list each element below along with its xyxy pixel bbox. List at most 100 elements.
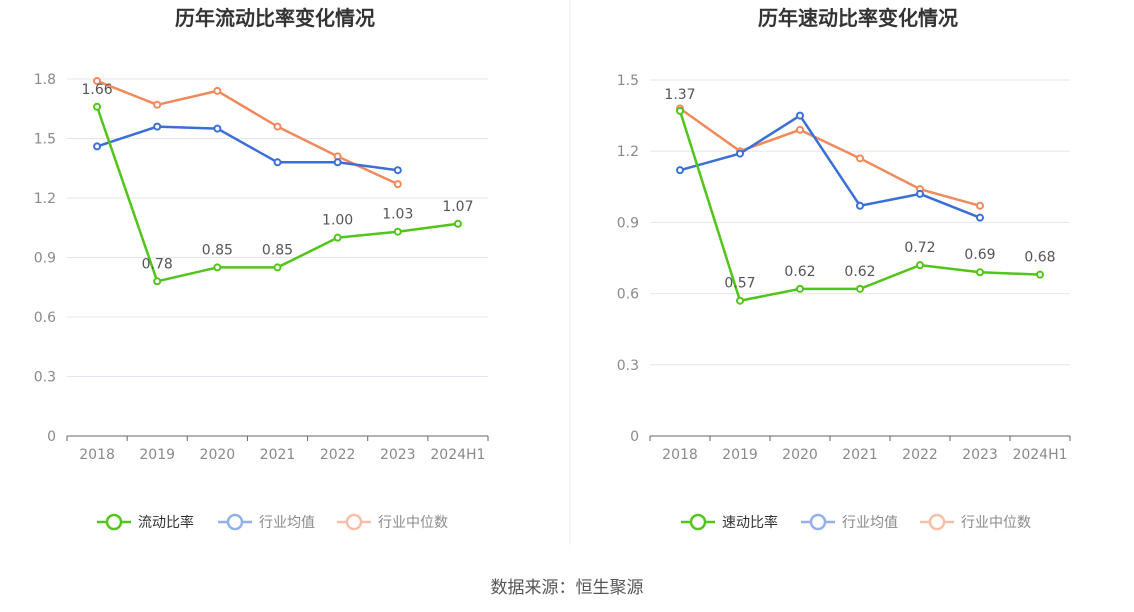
data-point[interactable]	[796, 284, 804, 293]
legend-circle-marker	[928, 513, 946, 531]
data-point[interactable]	[856, 154, 864, 163]
y-tick-label: 0.3	[617, 358, 639, 374]
data-point[interactable]	[676, 166, 684, 175]
data-point[interactable]	[796, 125, 804, 134]
data-point[interactable]	[153, 122, 162, 131]
y-tick-label: 0	[630, 429, 639, 445]
legend-label: 行业中位数	[961, 515, 1031, 531]
legend-item[interactable]: 流动比率	[97, 513, 194, 531]
data-point[interactable]	[273, 158, 282, 167]
data-point[interactable]	[453, 219, 462, 228]
data-point[interactable]	[796, 111, 804, 120]
chart-title: 历年速动比率变化情况	[758, 6, 958, 30]
x-tick-label: 2024H1	[1012, 447, 1067, 463]
x-tick-label: 2022	[902, 447, 938, 463]
data-point[interactable]	[393, 227, 402, 236]
legend-item[interactable]: 行业均值	[801, 513, 898, 531]
legend-circle-marker	[105, 513, 123, 531]
data-label: 0.78	[142, 256, 173, 272]
data-point[interactable]	[93, 102, 102, 111]
data-label: 0.57	[724, 276, 755, 292]
legend-item[interactable]: 行业均值	[218, 513, 315, 531]
data-point[interactable]	[93, 76, 102, 85]
legend-circle-marker	[809, 513, 827, 531]
series-line	[96, 79, 399, 186]
x-tick-label: 2023	[962, 447, 998, 463]
data-label: 0.62	[784, 264, 815, 280]
legend-label: 行业中位数	[378, 515, 448, 531]
legend-item[interactable]: 行业中位数	[920, 513, 1031, 531]
legend-label: 速动比率	[722, 514, 778, 531]
data-point[interactable]	[916, 189, 924, 198]
data-label: 1.03	[382, 207, 413, 223]
data-label: 0.62	[844, 264, 875, 280]
y-tick-label: 0.9	[34, 251, 56, 267]
data-label: 1.07	[442, 199, 473, 215]
current-ratio-chart: 历年流动比率变化情况 0 0.3 0.6 0.9 1.2 1.5 1.8 2018 2019 202…	[34, 6, 489, 531]
data-point[interactable]	[736, 296, 744, 305]
y-tick-label: 0.6	[617, 287, 639, 303]
legend-label: 行业均值	[259, 515, 315, 531]
legend-label: 流动比率	[138, 514, 194, 531]
data-point[interactable]	[213, 263, 222, 272]
legend-item[interactable]: 速动比率	[681, 513, 778, 531]
data-label: 1.37	[664, 87, 695, 103]
y-tick-label: 1.2	[34, 191, 56, 207]
data-label: 0.85	[262, 242, 293, 258]
data-label: 0.68	[1024, 250, 1055, 266]
x-tick-label: 2022	[320, 447, 356, 463]
y-tick-label: 1.5	[34, 132, 56, 148]
data-point[interactable]	[976, 201, 984, 210]
legend-circle-marker	[226, 513, 244, 531]
y-tick-label: 0.3	[34, 370, 56, 386]
data-point[interactable]	[153, 100, 162, 109]
data-point[interactable]	[856, 201, 864, 210]
data-label: 1.00	[322, 213, 353, 229]
x-tick-label: 2019	[722, 447, 758, 463]
x-tick-label: 2020	[782, 447, 818, 463]
data-point[interactable]	[273, 122, 282, 131]
data-label: 0.85	[202, 242, 233, 258]
data-point[interactable]	[153, 277, 162, 286]
series-line	[679, 114, 981, 219]
series-line	[679, 107, 981, 207]
x-tick-label: 2018	[79, 447, 115, 463]
data-point[interactable]	[976, 213, 984, 222]
x-tick-label: 2018	[662, 447, 698, 463]
x-tick-label: 2019	[139, 447, 175, 463]
data-source-note: 数据来源：恒生聚源	[491, 578, 644, 598]
data-point[interactable]	[676, 106, 684, 115]
data-point[interactable]	[1036, 270, 1044, 279]
chart-title: 历年流动比率变化情况	[175, 6, 375, 30]
x-tick-label: 2021	[260, 447, 296, 463]
data-point[interactable]	[916, 261, 924, 270]
quick-ratio-chart: 历年速动比率变化情况 0 0.3 0.6 0.9 1.2 1.5 2018 2019 2020 20…	[617, 6, 1071, 531]
legend-label: 行业均值	[842, 515, 898, 531]
data-point[interactable]	[736, 149, 744, 158]
data-point[interactable]	[93, 142, 102, 151]
series-line	[96, 125, 398, 172]
y-tick-label: 0.6	[34, 310, 56, 326]
data-point[interactable]	[273, 263, 282, 272]
x-tick-label: 2023	[380, 447, 416, 463]
x-tick-label: 2020	[200, 447, 236, 463]
y-tick-label: 1.2	[617, 144, 639, 160]
data-point[interactable]	[213, 86, 222, 95]
y-tick-label: 1.8	[34, 72, 56, 88]
legend-item[interactable]: 行业中位数	[337, 513, 448, 531]
data-point[interactable]	[213, 124, 222, 133]
data-point[interactable]	[976, 268, 984, 277]
data-label: 0.72	[904, 240, 935, 256]
y-tick-label: 0.9	[617, 215, 639, 231]
data-label: 1.66	[81, 82, 112, 98]
legend-circle-marker	[689, 513, 707, 531]
data-point[interactable]	[393, 166, 402, 175]
data-point[interactable]	[333, 158, 342, 167]
x-tick-label: 2021	[842, 447, 878, 463]
data-point[interactable]	[393, 180, 402, 189]
y-tick-label: 1.5	[617, 73, 639, 89]
data-point[interactable]	[333, 233, 342, 242]
legend-circle-marker	[345, 513, 363, 531]
data-point[interactable]	[856, 284, 864, 293]
